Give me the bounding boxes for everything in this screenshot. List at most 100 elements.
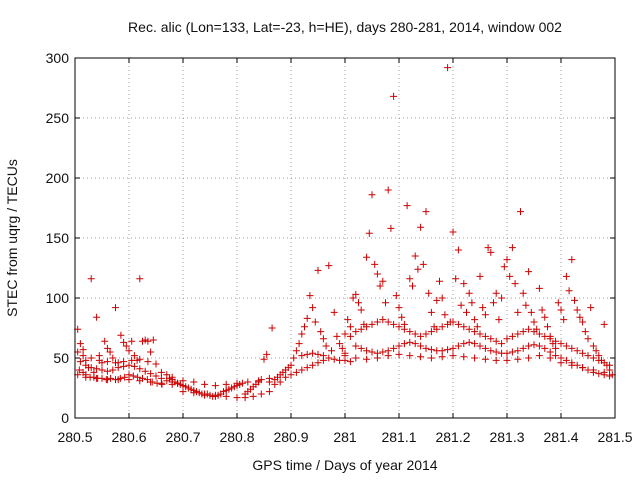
data-point	[535, 330, 543, 338]
data-point	[82, 361, 90, 369]
x-tick-label: 280.7	[165, 429, 200, 445]
data-point	[211, 391, 219, 399]
data-point	[330, 308, 338, 316]
data-point	[130, 352, 138, 360]
data-point	[422, 330, 430, 338]
data-point	[265, 378, 273, 386]
data-point	[438, 323, 446, 331]
data-point	[452, 275, 460, 283]
data-point	[287, 371, 295, 379]
data-point	[508, 348, 516, 356]
data-point	[579, 318, 587, 326]
data-point	[395, 304, 403, 312]
data-point	[376, 282, 384, 290]
data-point	[121, 373, 129, 381]
data-point	[211, 382, 219, 390]
data-point	[449, 344, 457, 352]
data-point	[330, 355, 338, 363]
data-point	[128, 356, 136, 364]
data-point	[427, 354, 435, 362]
data-point	[233, 379, 241, 387]
data-point	[544, 323, 551, 331]
data-point	[454, 246, 462, 254]
data-point	[322, 342, 330, 350]
data-point	[476, 342, 484, 350]
data-point	[363, 253, 371, 261]
data-point	[314, 266, 322, 274]
data-point	[511, 280, 519, 288]
data-point	[454, 342, 462, 350]
data-point	[298, 352, 306, 360]
data-point	[120, 358, 128, 366]
data-point	[500, 263, 508, 271]
data-point	[344, 316, 352, 324]
data-point	[454, 320, 462, 328]
data-point	[492, 348, 500, 356]
data-point	[541, 344, 549, 352]
data-point	[379, 348, 387, 356]
data-point	[411, 330, 419, 338]
data-point	[589, 366, 597, 374]
data-point	[190, 378, 198, 386]
data-point	[144, 358, 152, 366]
data-point	[309, 304, 317, 312]
data-point	[125, 347, 133, 355]
data-point	[128, 337, 136, 345]
data-point	[257, 376, 265, 384]
data-point	[406, 275, 414, 283]
data-point	[552, 337, 560, 345]
data-point	[190, 389, 198, 397]
data-point	[352, 342, 360, 350]
data-point	[525, 354, 533, 362]
data-point	[530, 341, 538, 349]
data-point	[309, 361, 317, 369]
data-point	[476, 272, 484, 280]
data-point	[487, 248, 495, 256]
data-point	[282, 373, 290, 381]
data-point	[522, 301, 530, 309]
data-point	[411, 252, 419, 260]
data-point	[579, 349, 587, 357]
data-point	[75, 366, 83, 374]
data-point	[93, 365, 101, 373]
data-point	[141, 367, 149, 375]
data-point	[357, 325, 365, 333]
data-point	[546, 348, 554, 356]
data-point	[292, 368, 300, 376]
data-point	[527, 308, 535, 316]
data-point	[98, 366, 106, 374]
data-point	[319, 335, 327, 343]
data-point	[406, 338, 414, 346]
data-point	[387, 224, 395, 232]
data-point	[492, 289, 500, 297]
data-point	[379, 277, 387, 285]
data-point	[557, 306, 565, 314]
data-point	[473, 323, 481, 331]
data-point	[562, 356, 570, 364]
data-point	[557, 340, 565, 348]
data-point	[268, 324, 276, 332]
data-point	[573, 306, 581, 314]
data-point	[584, 352, 592, 360]
data-point	[484, 244, 492, 252]
data-point	[525, 325, 533, 333]
data-point	[438, 353, 446, 361]
data-point	[357, 344, 365, 352]
data-point	[411, 340, 419, 348]
data-point	[465, 325, 473, 333]
data-point	[298, 366, 306, 374]
data-point	[257, 390, 265, 398]
data-point	[495, 316, 503, 324]
grid	[75, 58, 615, 418]
data-point	[363, 355, 371, 363]
data-point	[560, 316, 568, 324]
data-point	[306, 292, 314, 300]
data-point	[476, 330, 484, 338]
data-point	[406, 352, 414, 360]
data-point	[530, 328, 538, 336]
data-point	[292, 347, 300, 355]
data-point	[554, 299, 562, 307]
data-point	[301, 323, 308, 331]
data-point	[346, 332, 354, 340]
data-point	[260, 355, 268, 363]
